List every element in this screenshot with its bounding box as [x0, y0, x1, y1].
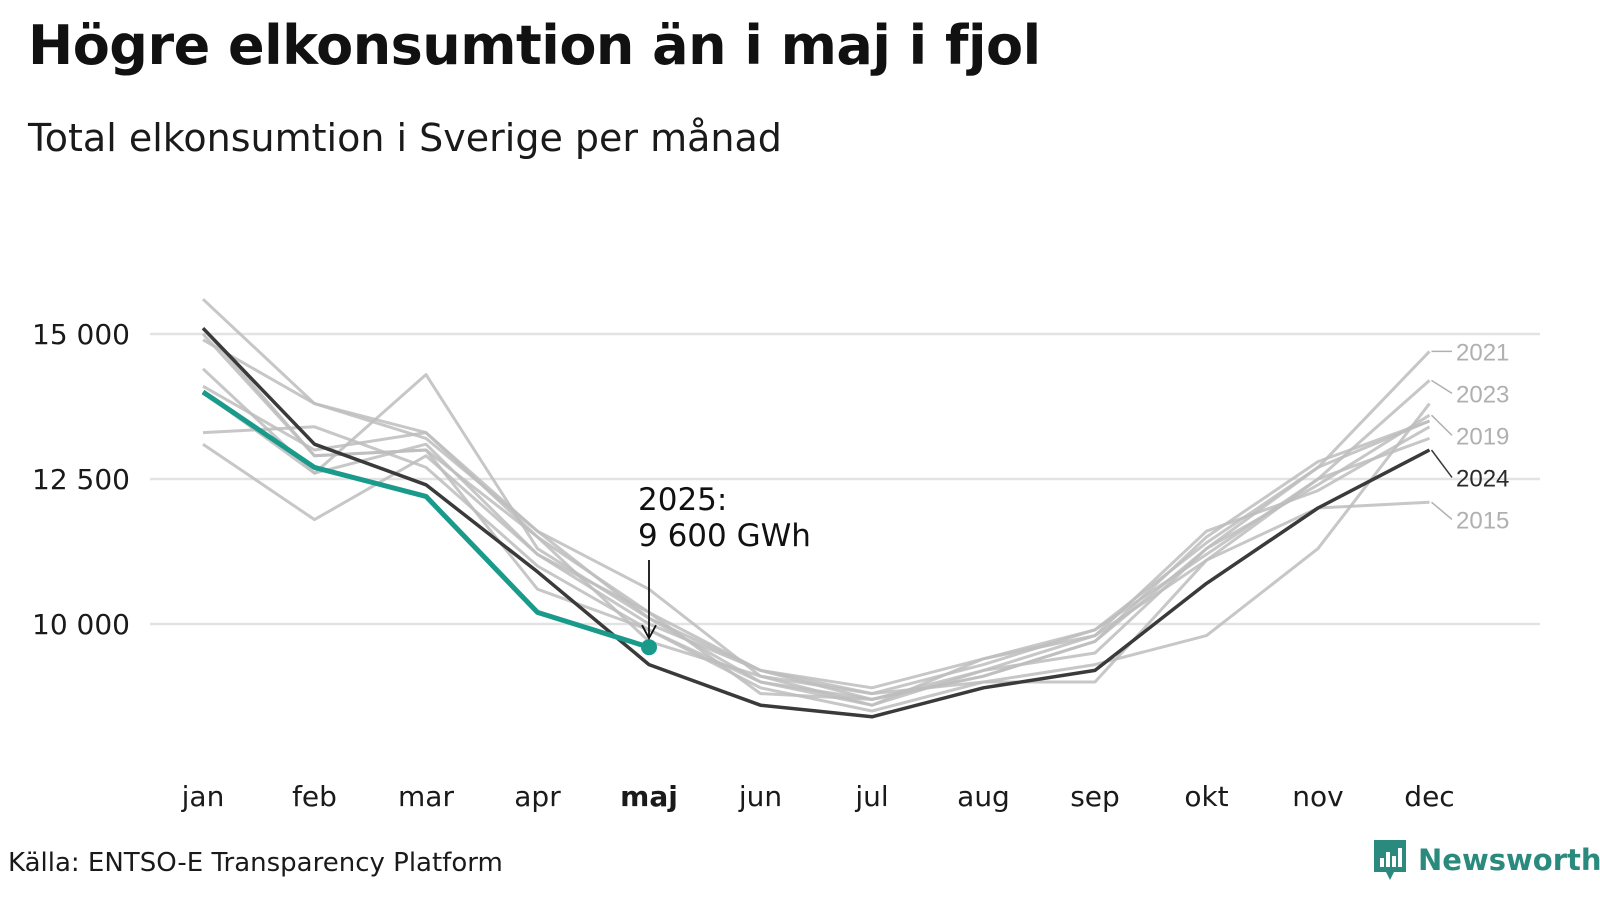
year-labels: 2021 2023 2019 2024 2015	[1430, 339, 1509, 534]
x-tick-label: aug	[957, 780, 1010, 813]
series-line-2015	[202, 390, 1430, 696]
year-label-2024: 2024	[1456, 465, 1509, 492]
series-line-2017	[201, 367, 1431, 701]
annotation-value: 9 600 GWh	[638, 518, 811, 554]
y-tick-label: 10 000	[32, 608, 130, 641]
year-label-leader-2019	[1430, 414, 1453, 436]
x-tick-label: jul	[854, 780, 888, 813]
x-tick-label: apr	[514, 780, 561, 813]
x-tick-label: okt	[1184, 780, 1228, 813]
series-line-2020	[202, 402, 1431, 713]
chart-title: Högre elkonsumtion än i maj i fjol	[28, 14, 1041, 77]
x-tick-label: nov	[1292, 780, 1343, 813]
x-tick-label: dec	[1404, 780, 1454, 813]
brand-logo[interactable]: Newsworthy	[1372, 838, 1600, 882]
year-label-2019: 2019	[1456, 423, 1509, 450]
annotation: 2025: 9 600 GWh	[638, 482, 811, 641]
year-label-leader-2015	[1431, 501, 1453, 520]
background-year-lines	[201, 298, 1431, 713]
previous-year-line	[201, 326, 1431, 719]
series-line-2025	[201, 389, 650, 650]
newsworthy-logo-icon	[1374, 840, 1406, 880]
series-line-2018	[201, 327, 1431, 701]
series-line-2016	[201, 298, 1431, 707]
brand-name: Newsworthy	[1418, 843, 1600, 877]
y-tick-label: 15 000	[32, 318, 130, 351]
x-tick-label: feb	[292, 780, 337, 813]
year-label-2021: 2021	[1456, 339, 1509, 366]
gridlines	[150, 332, 1540, 626]
x-tick-label: maj	[620, 780, 678, 813]
line-chart: 10 000 12 500 15 000 jan feb mar apr maj jun jul…	[32, 298, 1540, 813]
series-line-2019	[202, 384, 1431, 707]
series-line-2023	[201, 332, 1431, 701]
y-tick-label: 12 500	[32, 463, 130, 496]
chart-subtitle: Total elkonsumtion i Sverige per månad	[28, 116, 782, 160]
x-tick-label: sep	[1070, 780, 1120, 813]
x-tick-label: jan	[181, 780, 225, 813]
x-tick-label: mar	[398, 780, 454, 813]
series-line-2022	[202, 436, 1431, 690]
current-year-line	[201, 389, 657, 656]
series-line-2024	[201, 326, 1431, 719]
y-axis-ticks: 10 000 12 500 15 000	[32, 318, 130, 641]
series-line-2021	[202, 338, 1431, 696]
series-end-point-2025	[641, 639, 657, 656]
year-label-leader-2023	[1431, 379, 1453, 395]
annotation-year: 2025:	[638, 482, 727, 518]
source-note: Källa: ENTSO-E Transparency Platform	[8, 848, 503, 878]
year-label-leader-2024	[1430, 449, 1453, 478]
x-axis-ticks: jan feb mar apr maj jun jul aug sep okt nov dec	[181, 780, 1455, 813]
year-label-2023: 2023	[1456, 381, 1509, 408]
x-tick-label: jun	[738, 780, 782, 813]
annotation-arrow-head	[641, 624, 657, 641]
year-label-2015: 2015	[1456, 507, 1509, 534]
